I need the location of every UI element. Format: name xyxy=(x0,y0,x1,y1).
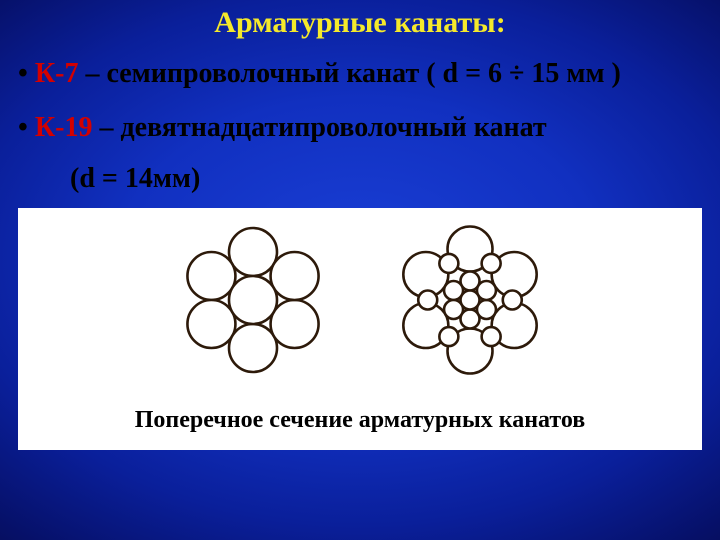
slide-title: Арматурные канаты: xyxy=(0,6,720,40)
bullet-k7: • К-7 – семипроволочный канат ( d = 6 ÷ … xyxy=(18,58,702,90)
bullet-1-rest: – семипроволочный канат ( d = 6 ÷ 15 мм … xyxy=(78,58,620,89)
bullet-1-prefix: • xyxy=(18,58,35,89)
bullet-2-rest: – девятнадцатипроволочный канат xyxy=(92,112,546,143)
diagram-panel: Поперечное сечение арматурных канатов xyxy=(18,208,702,450)
bullet-1-code: К-7 xyxy=(35,58,79,89)
bullet-k19-dim: (d = 14мм) xyxy=(70,163,702,195)
diagram-caption: Поперечное сечение арматурных канатов xyxy=(18,407,702,434)
bullet-2-prefix: • xyxy=(18,112,35,143)
bullet-2-code: К-19 xyxy=(35,112,93,143)
bullet-k19: • К-19 – девятнадцатипроволочный канат xyxy=(18,112,702,144)
slide: Арматурные канаты: • К-7 – семипроволочн… xyxy=(0,0,720,540)
